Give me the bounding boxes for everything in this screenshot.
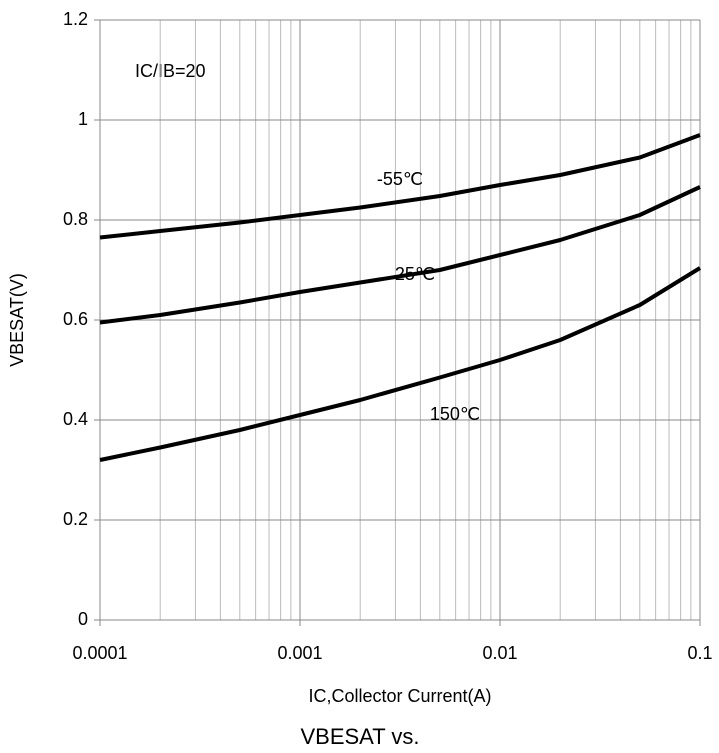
y-axis-label: VBESAT(V): [7, 273, 27, 367]
x-tick-label: 0.01: [482, 643, 517, 663]
x-tick-label: 0.1: [687, 643, 712, 663]
series-label: 25℃: [395, 264, 435, 284]
y-tick-label: 0: [78, 609, 88, 629]
y-tick-label: 1.2: [63, 9, 88, 29]
y-tick-label: 0.8: [63, 209, 88, 229]
annotation: IC/IB=20: [135, 61, 206, 81]
y-tick-label: 0.6: [63, 309, 88, 329]
x-tick-label: 0.001: [277, 643, 322, 663]
series-label: 150℃: [430, 404, 480, 424]
series-line: [99, 133, 701, 240]
series-line: [99, 185, 701, 325]
y-tick-label: 0.4: [63, 409, 88, 429]
y-tick-label: 1: [78, 109, 88, 129]
series-label: -55℃: [377, 169, 423, 189]
series-line: [99, 266, 702, 462]
x-axis-label: IC,Collector Current(A): [308, 686, 491, 706]
chart-title: VBESAT vs.: [300, 724, 419, 749]
y-tick-label: 0.2: [63, 509, 88, 529]
x-tick-label: 0.0001: [72, 643, 127, 663]
